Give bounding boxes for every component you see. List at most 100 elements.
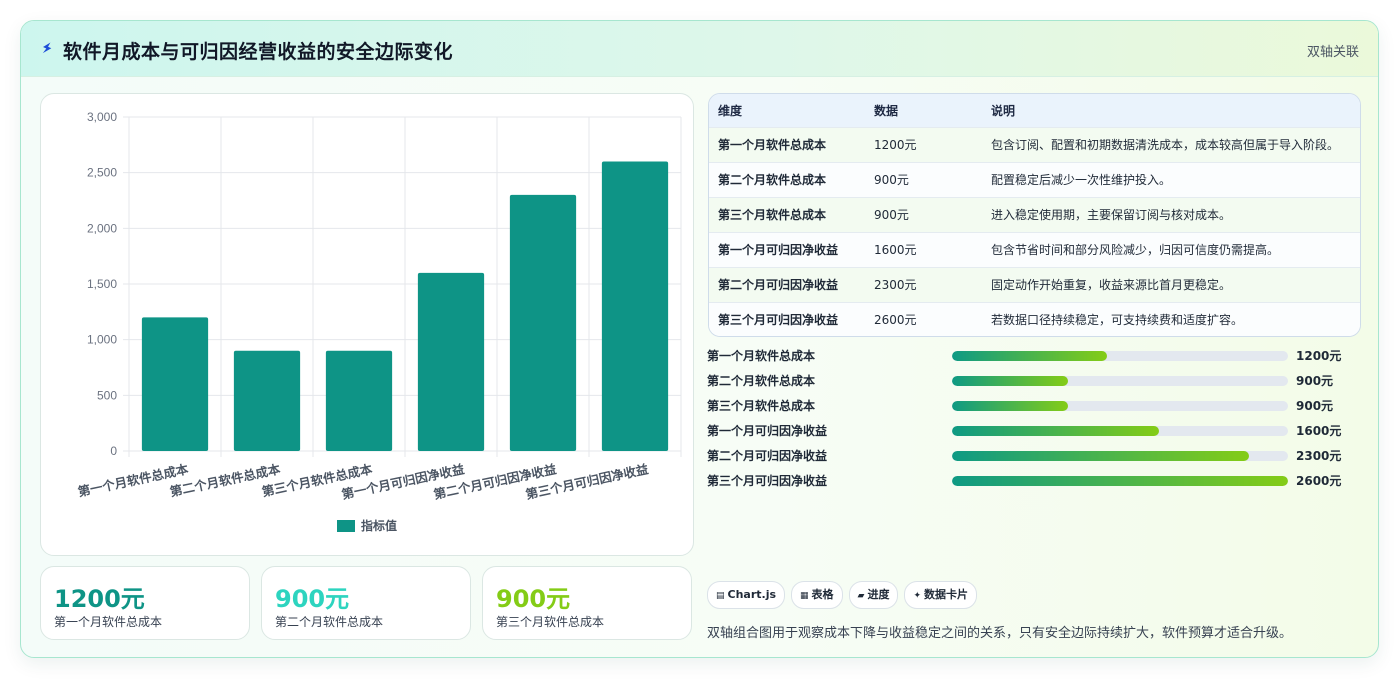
kpi-card: 1200元第一个月软件总成本 (40, 566, 250, 640)
lightning-icon (42, 42, 52, 54)
progress-track (952, 426, 1288, 436)
y-tick-label: 0 (110, 444, 117, 458)
table-cell: 配置稳定后减少一次性维护投入。 (982, 161, 1360, 197)
progress-fill (952, 476, 1288, 486)
table-header-cell: 数据 (874, 103, 899, 118)
kpi-card: 900元第二个月软件总成本 (261, 566, 471, 640)
table-header-cell: 维度 (718, 103, 743, 118)
chip-2[interactable]: ▰ 进度 (848, 581, 899, 609)
bar (325, 350, 393, 451)
feature-chips: ▤ Chart.js ▦ 表格 ▰ 进度 ✦ 数据卡片 (707, 581, 983, 609)
page-title: 软件月成本与可归因经营收益的安全边际变化 (63, 41, 454, 63)
kpi-value: 1200元 (54, 585, 145, 613)
y-tick-label: 2,000 (87, 221, 117, 235)
progress-fill (952, 451, 1250, 461)
table-cell: 第一个月可归因净收益 (709, 231, 865, 267)
y-tick-label: 2,500 (87, 166, 117, 180)
table-cell: 1200元 (865, 126, 982, 162)
table-row: 第三个月软件总成本 900元 进入稳定使用期，主要保留订阅与核对成本。 (709, 196, 1360, 232)
table-cell: 2600元 (865, 301, 982, 336)
table-cell: 包含节省时间和部分风险减少，归因可信度仍需提高。 (982, 231, 1360, 267)
y-tick-label: 3,000 (87, 110, 117, 124)
kpi-value: 900元 (275, 585, 350, 613)
y-tick-label: 500 (97, 388, 117, 402)
progress-value: 2300元 (1296, 449, 1342, 463)
chip-icon: ▰ (857, 591, 865, 601)
table-cell: 第二个月可归因净收益 (709, 266, 865, 302)
progress-value: 900元 (1296, 374, 1334, 388)
legend-label: 指标值 (361, 518, 397, 533)
chip-label: Chart.js (727, 588, 777, 601)
progress-label: 第二个月软件总成本 (707, 374, 816, 388)
kpi-label: 第二个月软件总成本 (275, 615, 384, 629)
progress-row: 第一个月软件总成本 1200元 (707, 345, 1347, 365)
progress-value: 2600元 (1296, 474, 1342, 488)
progress-label: 第三个月软件总成本 (707, 399, 816, 413)
kpi-label: 第一个月软件总成本 (54, 615, 163, 629)
progress-track (952, 401, 1288, 411)
table-cell: 第一个月软件总成本 (709, 126, 865, 162)
chip-icon: ▦ (800, 591, 809, 601)
progress-label: 第三个月可归因净收益 (707, 474, 828, 488)
chip-label: 数据卡片 (924, 588, 969, 601)
progress-label: 第二个月可归因净收益 (707, 449, 828, 463)
y-tick-label: 1,500 (87, 277, 117, 291)
bar (601, 161, 669, 451)
header-tag: 双轴关联 (1306, 45, 1359, 60)
progress-row: 第二个月可归因净收益 2300元 (707, 445, 1347, 465)
progress-fill (952, 401, 1069, 411)
table-cell: 包含订阅、配置和初期数据清洗成本，成本较高但属于导入阶段。 (982, 126, 1360, 162)
table-cell: 第二个月软件总成本 (709, 161, 865, 197)
progress-track (952, 451, 1288, 461)
progress-track (952, 351, 1288, 361)
card-header: 软件月成本与可归因经营收益的安全边际变化 双轴关联 (21, 21, 1378, 77)
table-cell: 第三个月可归因净收益 (709, 301, 865, 336)
table-row: 第二个月软件总成本 900元 配置稳定后减少一次性维护投入。 (709, 161, 1360, 197)
progress-label: 第一个月可归因净收益 (707, 424, 828, 438)
bar (141, 317, 209, 451)
progress-label: 第一个月软件总成本 (707, 349, 816, 363)
legend-swatch (337, 520, 355, 532)
kpi-card: 900元第三个月软件总成本 (482, 566, 692, 640)
bar-chart: 3,0002,5002,0001,5001,0005000第一个月软件总成本第二… (76, 110, 682, 533)
table-cell: 1600元 (865, 231, 982, 267)
table-cell: 固定动作开始重复，收益来源比首月更稳定。 (982, 266, 1360, 302)
chip-3[interactable]: ✦ 数据卡片 (904, 581, 978, 609)
progress-row: 第二个月软件总成本 900元 (707, 370, 1347, 390)
table-row: 第三个月可归因净收益 2600元 若数据口径持续稳定，可支持续费和适度扩容。 (709, 301, 1360, 336)
bar (233, 350, 301, 451)
progress-track (952, 476, 1288, 486)
y-tick-label: 1,000 (87, 333, 117, 347)
progress-row: 第三个月可归因净收益 2600元 (707, 470, 1347, 490)
progress-fill (952, 351, 1108, 361)
chip-1[interactable]: ▦ 表格 (791, 581, 843, 609)
progress-value: 900元 (1296, 399, 1334, 413)
progress-value: 1200元 (1296, 349, 1342, 363)
table-row: 第一个月软件总成本 1200元 包含订阅、配置和初期数据清洗成本，成本较高但属于导入… (709, 126, 1360, 162)
footnote: 双轴组合图用于观察成本下降与收益稳定之间的关系，只有安全边际持续扩大，软件预算才… (707, 626, 1293, 641)
chip-label: 进度 (867, 588, 890, 601)
bar (417, 272, 485, 451)
progress-fill (952, 376, 1069, 386)
progress-fill (952, 426, 1159, 436)
chip-icon: ▤ (716, 591, 725, 601)
table-cell: 进入稳定使用期，主要保留订阅与核对成本。 (982, 196, 1360, 232)
progress-row: 第一个月可归因净收益 1600元 (707, 420, 1347, 440)
chip-label: 表格 (811, 588, 834, 601)
table-header-row: 维度 数据 说明 (709, 94, 1360, 127)
table-cell: 900元 (865, 196, 982, 232)
table-cell: 第三个月软件总成本 (709, 196, 865, 232)
progress-row: 第三个月软件总成本 900元 (707, 395, 1347, 415)
kpi-label: 第三个月软件总成本 (496, 615, 605, 629)
data-table: 维度 数据 说明 第一个月软件总成本 1200元 包含订阅、配置和初期数据清洗成本，… (708, 93, 1361, 337)
progress-track (952, 376, 1288, 386)
kpi-value: 900元 (496, 585, 571, 613)
table-row: 第二个月可归因净收益 2300元 固定动作开始重复，收益来源比首月更稳定。 (709, 266, 1360, 302)
table-cell: 2300元 (865, 266, 982, 302)
chip-0[interactable]: ▤ Chart.js (707, 581, 786, 609)
dashboard-card: 软件月成本与可归因经营收益的安全边际变化 双轴关联 3,000 2,500 2,00… (20, 20, 1379, 658)
progress-value: 1600元 (1296, 424, 1342, 438)
table-cell: 900元 (865, 161, 982, 197)
table-header-cell: 说明 (991, 103, 1016, 118)
table-row: 第一个月可归因净收益 1600元 包含节省时间和部分风险减少，归因可信度仍需提高。 (709, 231, 1360, 267)
